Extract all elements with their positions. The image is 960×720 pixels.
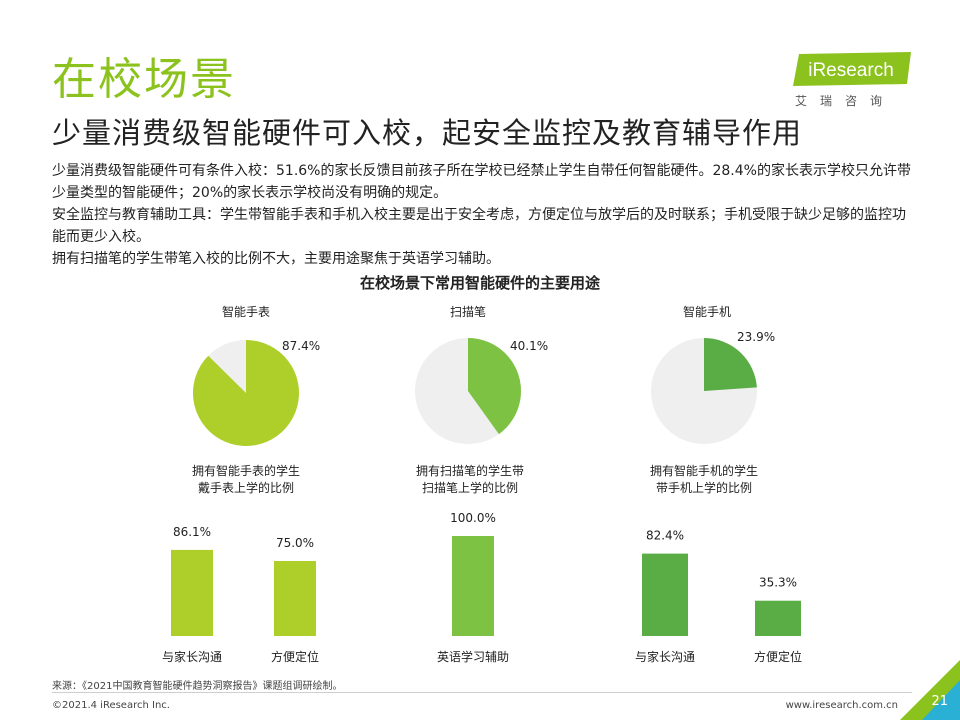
paragraph-1: 少量消费级智能硬件可有条件入校：51.6%的家长反馈目前孩子所在学校已经禁止学生… <box>52 163 911 201</box>
pie-caption-line: 扫描笔上学的比例 <box>422 480 518 495</box>
pie-title: 智能手机 <box>683 304 731 319</box>
pie-value-slice <box>193 340 300 446</box>
source-note: 来源：《2021中国教育智能硬件趋势洞察报告》课题组调研绘制。 <box>52 681 343 692</box>
bar-category-label: 与家长沟通 <box>162 649 222 664</box>
bar <box>452 536 494 636</box>
footer-url: www.iresearch.com.cn <box>785 700 898 711</box>
bar <box>642 553 688 636</box>
bar-value-label: 100.0% <box>450 511 496 525</box>
corner-decoration <box>900 660 960 720</box>
logo-mark: iResearch <box>793 52 911 86</box>
pie-caption-line: 带手机上学的比例 <box>656 480 752 495</box>
bar-value-label: 35.3% <box>759 576 797 590</box>
copyright: ©2021.4 iResearch Inc. <box>52 700 170 711</box>
bar-value-label: 86.1% <box>173 525 211 539</box>
pie-value-label: 40.1% <box>510 339 548 353</box>
bar <box>755 600 801 636</box>
page-number: 21 <box>931 694 948 709</box>
pie-caption-line: 拥有智能手机的学生 <box>650 463 758 478</box>
iresearch-logo: iResearch 艾瑞咨询 <box>793 52 913 112</box>
bar-category-label: 与家长沟通 <box>635 649 695 664</box>
pie-value-slice <box>704 338 757 391</box>
pie-title: 扫描笔 <box>450 304 486 319</box>
paragraph-3: 拥有扫描笔的学生带笔入校的比例不大，主要用途聚焦于英语学习辅助。 <box>52 251 500 267</box>
bar-category-label: 方便定位 <box>271 649 319 664</box>
pie-value-label: 23.9% <box>737 330 775 344</box>
footer-divider <box>52 692 912 693</box>
bar <box>274 561 316 636</box>
bar-value-label: 82.4% <box>646 529 684 543</box>
pie-title: 智能手表 <box>222 304 270 319</box>
pie-caption-line: 拥有扫描笔的学生带 <box>416 463 524 478</box>
pie-value-label: 87.4% <box>282 339 320 353</box>
bar-value-label: 75.0% <box>276 536 314 550</box>
page-title: 在校场景 <box>52 54 236 105</box>
chart-title: 在校场景下常用智能硬件的主要用途 <box>359 274 600 292</box>
bar-category-label: 方便定位 <box>754 649 802 664</box>
pie-caption-line: 拥有智能手表的学生 <box>192 463 300 478</box>
paragraph-2: 安全监控与教育辅助工具：学生带智能手表和手机入校主要是出于安全考虑，方便定位与放… <box>52 207 906 245</box>
bar-category-label: 英语学习辅助 <box>437 649 509 664</box>
page-subtitle: 少量消费级智能硬件可入校，起安全监控及教育辅导作用 <box>52 116 803 150</box>
pie-value-slice <box>468 338 521 435</box>
logo-subtitle: 艾瑞咨询 <box>795 94 896 108</box>
pie-caption-line: 戴手表上学的比例 <box>198 480 294 495</box>
bar <box>171 549 213 636</box>
logo-text: iResearch <box>808 60 894 81</box>
